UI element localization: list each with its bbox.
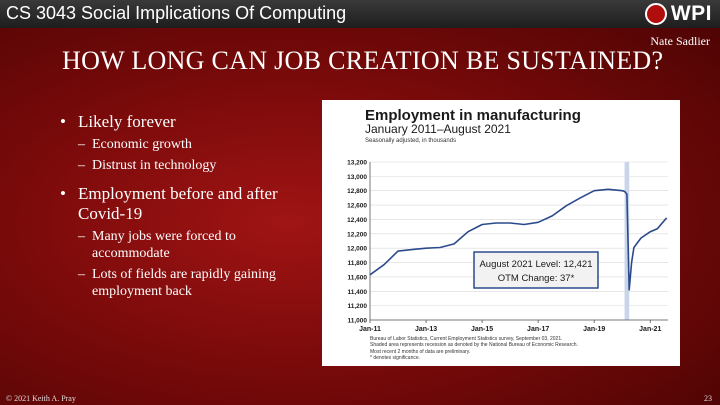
seal-icon (644, 3, 667, 25)
x-tick-label: Jan-17 (527, 326, 549, 333)
y-tick-label: 11,800 (347, 260, 367, 267)
annotation-box (473, 251, 599, 289)
x-tick-label: Jan-13 (415, 326, 437, 333)
y-tick-label: 11,600 (347, 274, 367, 281)
y-tick-label: 12,600 (347, 203, 367, 210)
bullet-item: Likely forever (60, 112, 315, 132)
y-tick-label: 12,200 (347, 231, 367, 238)
sub-bullet-item: Lots of fields are rapidly gaining emplo… (60, 266, 315, 300)
chart-svg: Employment in manufacturing January 2011… (347, 107, 668, 361)
employment-chart: Employment in manufacturing January 2011… (322, 100, 680, 366)
annotation-line: August 2021 Level: 12,421 (479, 259, 592, 270)
recession-shade (624, 162, 630, 320)
y-tick-label: 11,400 (347, 289, 367, 296)
course-title: CS 3043 Social Implications Of Computing (6, 3, 347, 23)
logo-text: WPI (670, 2, 712, 25)
x-tick-label: Jan-11 (359, 326, 381, 333)
page-number: 23 (704, 394, 712, 403)
annotation-line: OTM Change: 37* (498, 273, 575, 284)
chart-note: Seasonally adjusted, in thousands (365, 138, 456, 144)
author-name: Nate Sadlier (650, 34, 710, 48)
source-line: Shaded area represents recession as deno… (370, 342, 578, 348)
y-tick-label: 13,000 (347, 174, 367, 181)
wpi-logo: WPI (644, 2, 712, 26)
source-line: Bureau of Labor Statistics, Current Empl… (370, 336, 563, 342)
sub-bullet-item: Distrust in technology (60, 157, 315, 174)
bullet-item: Employment before and after Covid-19 (60, 184, 315, 224)
source-line: Most recent 2 months of data are prelimi… (370, 349, 470, 355)
source-line: * denotes significance. (370, 355, 420, 361)
sub-bullet-item: Economic growth (60, 136, 315, 153)
chart-subtitle: January 2011–August 2021 (365, 122, 511, 136)
y-tick-label: 12,400 (347, 217, 367, 224)
bullet-list: Likely forever Economic growth Distrust … (60, 108, 315, 300)
y-tick-label: 11,000 (347, 318, 367, 325)
slide-title: HOW LONG CAN JOB CREATION BE SUSTAINED? (62, 46, 664, 75)
chart-title: Employment in manufacturing (365, 107, 581, 124)
y-tick-label: 12,800 (347, 188, 367, 195)
series-line (369, 188, 668, 291)
header-bar: CS 3043 Social Implications Of Computing… (0, 0, 720, 28)
x-tick-label: Jan-21 (639, 326, 661, 333)
y-tick-label: 11,200 (347, 303, 367, 310)
x-tick-label: Jan-15 (471, 326, 493, 333)
y-tick-label: 13,200 (347, 160, 367, 167)
y-tick-label: 12,000 (347, 246, 367, 253)
x-tick-label: Jan-19 (583, 326, 605, 333)
copyright: © 2021 Keith A. Pray (6, 394, 76, 403)
sub-bullet-item: Many jobs were forced to accommodate (60, 228, 315, 262)
